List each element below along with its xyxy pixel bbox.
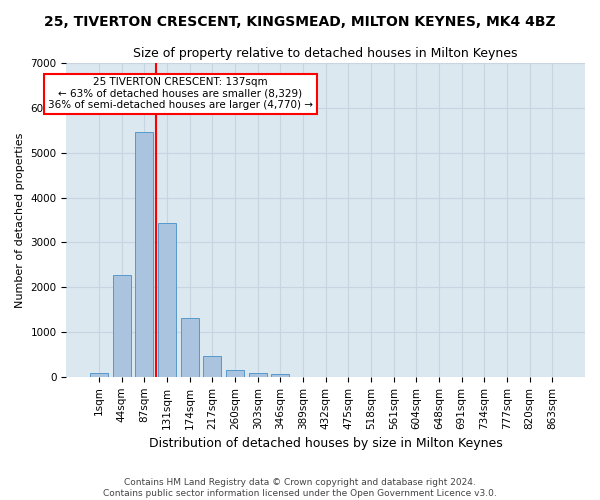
Bar <box>271 374 289 377</box>
Text: 25 TIVERTON CRESCENT: 137sqm
← 63% of detached houses are smaller (8,329)
36% of: 25 TIVERTON CRESCENT: 137sqm ← 63% of de… <box>48 77 313 110</box>
X-axis label: Distribution of detached houses by size in Milton Keynes: Distribution of detached houses by size … <box>149 437 503 450</box>
Text: Contains HM Land Registry data © Crown copyright and database right 2024.
Contai: Contains HM Land Registry data © Crown c… <box>103 478 497 498</box>
Bar <box>226 370 244 377</box>
Title: Size of property relative to detached houses in Milton Keynes: Size of property relative to detached ho… <box>133 48 518 60</box>
Bar <box>158 223 176 377</box>
Bar <box>248 373 267 377</box>
Bar <box>90 374 108 377</box>
Bar <box>113 275 131 377</box>
Text: 25, TIVERTON CRESCENT, KINGSMEAD, MILTON KEYNES, MK4 4BZ: 25, TIVERTON CRESCENT, KINGSMEAD, MILTON… <box>44 15 556 29</box>
Bar <box>136 132 154 377</box>
Bar <box>203 356 221 377</box>
Bar <box>181 318 199 377</box>
Y-axis label: Number of detached properties: Number of detached properties <box>15 132 25 308</box>
